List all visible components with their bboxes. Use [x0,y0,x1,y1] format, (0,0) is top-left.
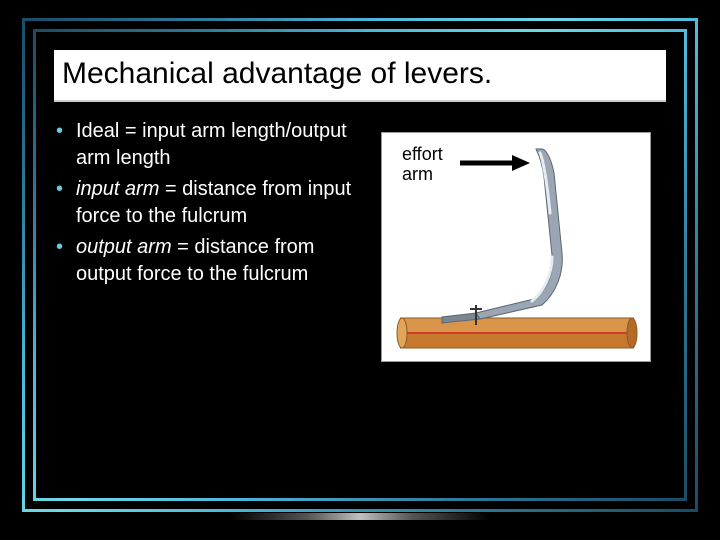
footer-accent [230,513,490,520]
bullet-term: input arm [76,178,159,200]
board-icon [397,318,637,348]
slide-content: Mechanical advantage of levers. Ideal = … [54,50,666,480]
lever-diagram [382,133,652,363]
main-row: Ideal = input arm length/output arm leng… [54,118,666,362]
bullet-item: output arm = distance from output force … [76,234,354,288]
bullet-text: Ideal = input arm length/output arm leng… [76,120,347,169]
lever-figure: effort arm [366,118,666,362]
bullet-item: input arm = distance from input force to… [76,176,354,230]
figure-canvas: effort arm [381,132,651,362]
bullet-item: Ideal = input arm length/output arm leng… [76,118,354,172]
bullet-term: output arm [76,236,172,258]
bullet-list: Ideal = input arm length/output arm leng… [54,118,354,362]
crowbar-icon [442,149,562,323]
slide-title: Mechanical advantage of levers. [54,50,666,102]
